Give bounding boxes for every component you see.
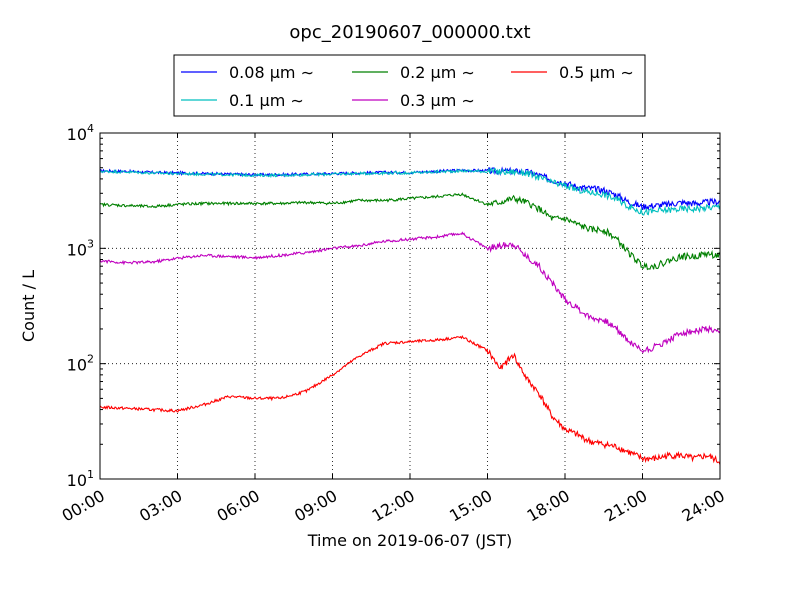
y-tick-label: 101 xyxy=(67,468,94,490)
series-line xyxy=(99,167,721,216)
x-axis-label: Time on 2019-06-07 (JST) xyxy=(307,531,512,550)
chart-title: opc_20190607_000000.txt xyxy=(289,22,530,43)
series-lines xyxy=(99,166,721,465)
series-line xyxy=(99,231,721,354)
series-line xyxy=(99,334,721,465)
y-axis-label: Count / L xyxy=(19,270,38,342)
series-line xyxy=(99,192,721,271)
grid xyxy=(100,133,720,479)
legend-label: 0.3 μm ∼ xyxy=(400,91,475,110)
legend-label: 0.1 μm ∼ xyxy=(229,91,304,110)
y-tick-label: 104 xyxy=(67,122,94,144)
legend: 0.08 μm ∼ 0.1 μm ∼ 0.2 μm ∼ 0.3 μm ∼ 0.5 μm … xyxy=(173,54,646,117)
legend-label: 0.5 μm ∼ xyxy=(559,63,634,82)
legend-label: 0.2 μm ∼ xyxy=(400,63,475,82)
y-tick-label: 102 xyxy=(67,353,94,375)
legend-label: 0.08 μm ∼ xyxy=(229,63,314,82)
y-tick-label: 103 xyxy=(67,237,94,259)
legend-box xyxy=(173,54,646,117)
